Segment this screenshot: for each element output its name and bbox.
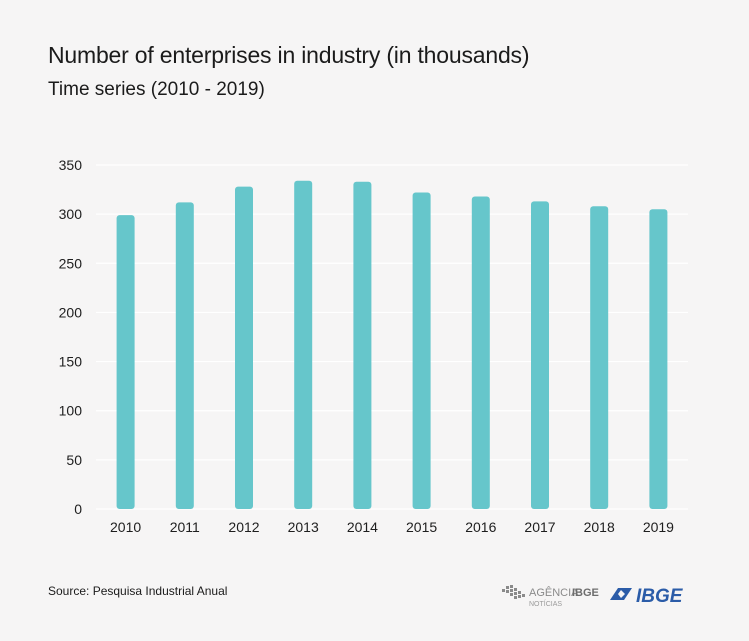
x-tick-label: 2014: [347, 519, 378, 535]
y-tick-label: 200: [59, 304, 83, 320]
agencia-icon: [502, 585, 525, 599]
bar-2010: [116, 215, 135, 509]
bar-2019: [649, 209, 668, 509]
y-axis-ticks: 0 50 100 150 200 250 300 350: [59, 157, 83, 517]
x-tick-label: 2018: [584, 519, 615, 535]
x-tick-label: 2010: [110, 519, 141, 535]
bar-2018: [590, 206, 609, 509]
x-tick-label: 2019: [643, 519, 674, 535]
y-tick-label: 0: [74, 501, 82, 517]
bar-2012: [235, 186, 253, 509]
bar-2014: [353, 181, 372, 510]
x-axis-ticks: 2010 2011 2012 2013 2014 2015 2016 2017 2018 2019: [110, 519, 674, 535]
x-tick-label: 2017: [524, 519, 555, 535]
agencia-logo-sub: NOTÍCIAS: [529, 599, 562, 608]
ibge-logo[interactable]: IBGE: [610, 586, 684, 607]
y-tick-label: 100: [59, 403, 83, 419]
ibge-icon: [610, 588, 632, 600]
chart-subtitle: Time series (2010 - 2019): [48, 79, 265, 100]
y-tick-label: 50: [66, 452, 82, 468]
gridlines: [96, 164, 688, 510]
agencia-logo-brand: IBGE: [572, 587, 599, 599]
bar-2011: [175, 202, 194, 509]
bar-2015: [412, 192, 431, 509]
y-tick-label: 250: [59, 255, 83, 271]
y-tick-label: 300: [59, 206, 83, 222]
footer-logos: AGÊNCIA IBGE NOTÍCIAS IBGE: [502, 585, 684, 608]
x-tick-label: 2015: [406, 519, 437, 535]
agencia-logo-text: AGÊNCIA: [529, 586, 579, 599]
chart-title: Number of enterprises in industry (in th…: [48, 42, 530, 68]
bar-2016: [471, 196, 490, 510]
y-tick-label: 150: [59, 354, 83, 370]
ibge-logo-text: IBGE: [636, 586, 684, 607]
x-tick-label: 2011: [170, 519, 200, 535]
bar-2013: [294, 180, 313, 509]
y-tick-label: 350: [59, 157, 83, 173]
bar-2017: [531, 201, 549, 509]
bars: [116, 180, 668, 510]
x-tick-label: 2012: [228, 519, 259, 535]
x-tick-label: 2016: [465, 519, 496, 535]
source-note: Source: Pesquisa Industrial Anual: [48, 584, 228, 598]
x-tick-label: 2013: [288, 519, 319, 535]
agencia-ibge-logo[interactable]: AGÊNCIA IBGE NOTÍCIAS: [502, 585, 599, 608]
